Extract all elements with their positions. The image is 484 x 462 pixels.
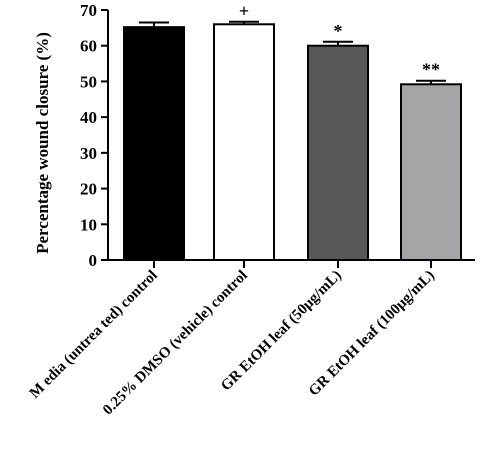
y-tick-label: 60: [80, 37, 97, 56]
y-axis-label: Percentage wound closure (%): [33, 32, 52, 254]
significance-label: **: [422, 60, 440, 80]
y-axis: 0 10 20 30 40 50 60 70: [80, 1, 109, 270]
y-tick-label: 30: [80, 144, 97, 163]
bar: [400, 83, 462, 261]
bar: [307, 44, 369, 262]
bar: [123, 26, 185, 262]
bars: +***: [123, 1, 462, 262]
significance-label: *: [334, 21, 343, 41]
y-tick-label: 0: [89, 251, 98, 270]
significance-label: +: [239, 1, 249, 21]
y-tick-label: 40: [80, 108, 97, 127]
y-tick-label: 70: [80, 1, 97, 20]
x-category-label: 0.25% DMSO (vehicle) control: [100, 268, 251, 419]
y-tick-label: 10: [80, 215, 97, 234]
y-tick-label: 20: [80, 180, 97, 199]
y-tick-label: 50: [80, 72, 97, 91]
bar: [213, 23, 275, 261]
